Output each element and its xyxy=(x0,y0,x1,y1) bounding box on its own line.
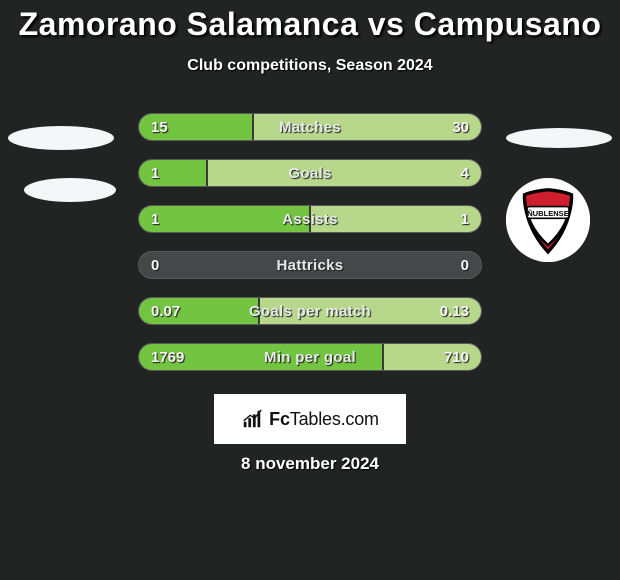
stat-label: Assists xyxy=(139,206,481,233)
brand-text: FcTables.com xyxy=(269,409,379,430)
stat-label: Matches xyxy=(139,114,481,141)
stat-label: Goals xyxy=(139,160,481,187)
generated-date: 8 november 2024 xyxy=(0,454,620,474)
stat-label: Goals per match xyxy=(139,298,481,325)
chart-logo-icon xyxy=(241,408,263,430)
stat-row: 11Assists xyxy=(138,205,482,233)
stat-row: 0.070.13Goals per match xyxy=(138,297,482,325)
stat-row: 1530Matches xyxy=(138,113,482,141)
stat-label: Hattricks xyxy=(139,252,481,279)
stats-area: 1530Matches 14Goals 11Assists 00Hattricks 0.… xyxy=(0,113,620,371)
stat-row: 14Goals xyxy=(138,159,482,187)
stat-row: 1769710Min per goal xyxy=(138,343,482,371)
stat-row: 00Hattricks xyxy=(138,251,482,279)
stat-label: Min per goal xyxy=(139,344,481,371)
page-title: Zamorano Salamanca vs Campusano xyxy=(0,0,620,43)
page-subtitle: Club competitions, Season 2024 xyxy=(0,57,620,75)
brand-badge: FcTables.com xyxy=(214,394,406,444)
